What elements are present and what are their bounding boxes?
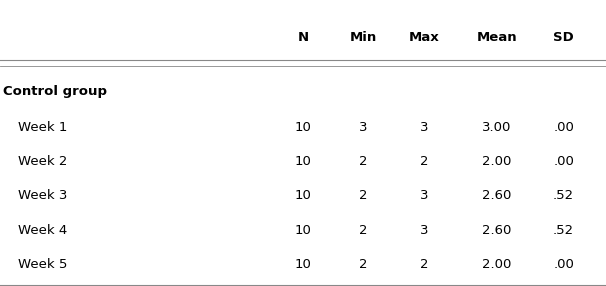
Text: Week 3: Week 3: [18, 189, 67, 202]
Text: 2: 2: [359, 189, 368, 202]
Text: 2.00: 2.00: [482, 258, 511, 271]
Text: 10: 10: [295, 189, 311, 202]
Text: Week 5: Week 5: [18, 258, 67, 271]
Text: SD: SD: [553, 31, 574, 44]
Text: 2.60: 2.60: [482, 224, 511, 237]
Text: 10: 10: [295, 258, 311, 271]
Text: .52: .52: [553, 189, 574, 202]
Text: N: N: [298, 31, 308, 44]
Text: .00: .00: [553, 155, 574, 168]
Text: 3: 3: [420, 224, 428, 237]
Text: Control group: Control group: [3, 85, 107, 98]
Text: .00: .00: [553, 258, 574, 271]
Text: 10: 10: [295, 121, 311, 134]
Text: Mean: Mean: [476, 31, 518, 44]
Text: 2: 2: [359, 258, 368, 271]
Text: .00: .00: [553, 121, 574, 134]
Text: Week 2: Week 2: [18, 155, 67, 168]
Text: 2: 2: [359, 155, 368, 168]
Text: 2.00: 2.00: [482, 155, 511, 168]
Text: 3.00: 3.00: [482, 121, 511, 134]
Text: Week 4: Week 4: [18, 224, 67, 237]
Text: Week 1: Week 1: [18, 121, 67, 134]
Text: 2.60: 2.60: [482, 189, 511, 202]
Text: 2: 2: [420, 258, 428, 271]
Text: 10: 10: [295, 224, 311, 237]
Text: Max: Max: [409, 31, 439, 44]
Text: Min: Min: [350, 31, 377, 44]
Text: .52: .52: [553, 224, 574, 237]
Text: 2: 2: [420, 155, 428, 168]
Text: 3: 3: [359, 121, 368, 134]
Text: 10: 10: [295, 155, 311, 168]
Text: 3: 3: [420, 189, 428, 202]
Text: 3: 3: [420, 121, 428, 134]
Text: 2: 2: [359, 224, 368, 237]
